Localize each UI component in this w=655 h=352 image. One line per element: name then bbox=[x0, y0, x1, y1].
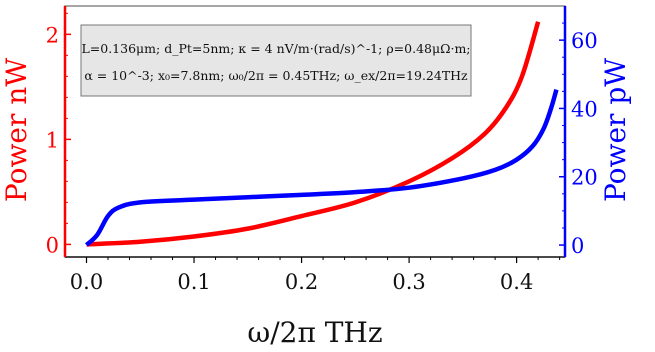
right-axis-ticks: 0 20 40 60 bbox=[559, 6, 598, 258]
right-axis-title: Power pW bbox=[599, 58, 632, 202]
left-axis-ticks: 0 1 2 bbox=[46, 6, 71, 257]
left-tick-label: 0 bbox=[46, 233, 59, 257]
parameter-line-2: α = 10^-3; x₀=7.8nm; ω₀/2π = 0.45THz; ω_… bbox=[84, 68, 468, 83]
parameter-box bbox=[80, 24, 472, 97]
x-axis-title: ω/2π THz bbox=[247, 316, 382, 349]
left-axis-title: Power nW bbox=[0, 58, 33, 202]
x-tick-label: 0.0 bbox=[70, 270, 103, 294]
x-tick-label: 0.3 bbox=[392, 270, 425, 294]
right-tick-label: 20 bbox=[571, 166, 598, 190]
x-tick-label: 0.2 bbox=[285, 270, 318, 294]
parameter-line-1: L=0.136μm; d_Pt=5nm; κ = 4 nV/m·(rad/s)^… bbox=[81, 41, 470, 56]
series-layer bbox=[84, 21, 559, 247]
right-tick-label: 0 bbox=[571, 234, 584, 258]
right-tick-label: 60 bbox=[571, 29, 598, 53]
power-nw-series-line bbox=[86, 21, 541, 247]
left-tick-label: 1 bbox=[46, 128, 59, 152]
x-tick-label: 0.1 bbox=[177, 270, 210, 294]
x-axis-ticks: 0.0 0.1 0.2 0.3 0.4 bbox=[65, 256, 565, 294]
right-tick-label: 40 bbox=[571, 97, 598, 121]
power-pw-series-line bbox=[84, 89, 559, 247]
x-tick-label: 0.4 bbox=[500, 270, 533, 294]
left-tick-label: 2 bbox=[46, 23, 59, 47]
